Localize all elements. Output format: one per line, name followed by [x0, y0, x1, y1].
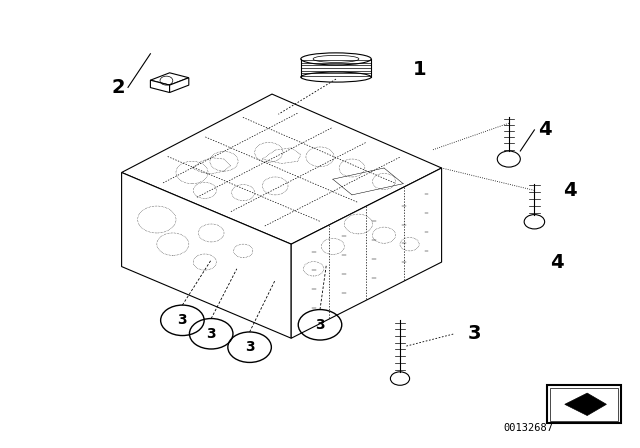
Text: 3: 3 [177, 313, 188, 327]
Text: 3: 3 [206, 327, 216, 341]
Polygon shape [150, 80, 170, 92]
Text: 3: 3 [244, 340, 255, 354]
Text: 00132687: 00132687 [503, 423, 553, 433]
Text: 1: 1 [413, 60, 426, 79]
Text: 4: 4 [563, 181, 577, 200]
Polygon shape [122, 172, 291, 338]
Text: 2: 2 [111, 78, 125, 97]
Polygon shape [170, 78, 189, 92]
Polygon shape [564, 393, 607, 416]
Text: 4: 4 [538, 121, 551, 139]
Text: 4: 4 [550, 253, 564, 271]
Text: 3: 3 [467, 324, 481, 343]
Polygon shape [291, 168, 442, 338]
Bar [547, 385, 621, 423]
Text: 3: 3 [315, 318, 325, 332]
Polygon shape [122, 94, 442, 244]
Polygon shape [150, 73, 189, 85]
Bar [550, 388, 618, 421]
